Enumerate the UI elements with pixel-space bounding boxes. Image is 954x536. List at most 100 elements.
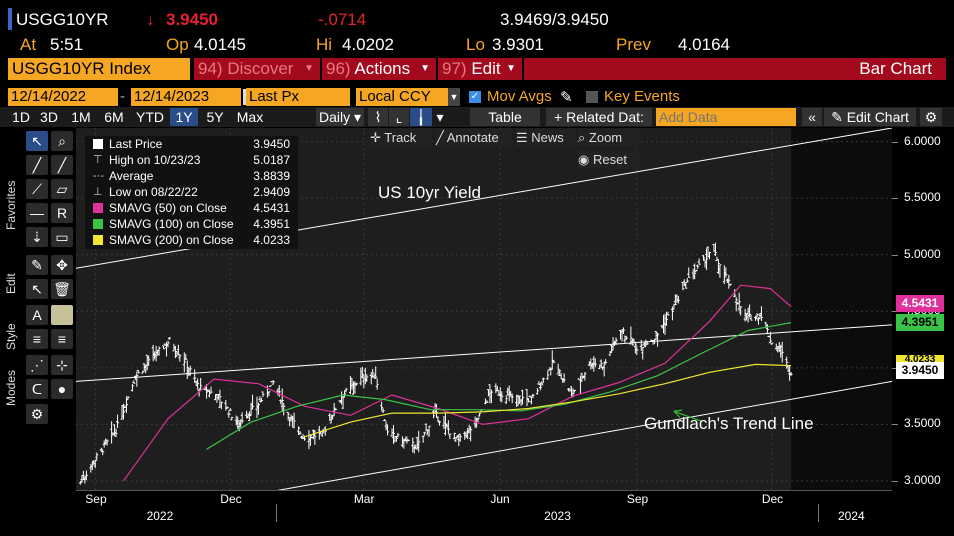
chevron-down-icon[interactable]: ▾ — [436, 109, 444, 125]
field-select[interactable]: Last Px — [246, 88, 350, 106]
horizontal-line-icon[interactable]: — — [26, 203, 48, 223]
gear-icon[interactable]: ⚙ — [920, 108, 942, 126]
legend-item[interactable]: SMAVG (200) on Close 4.0233 — [85, 232, 298, 248]
chart-legend: Last Price 3.9450 ⊤ High on 10/23/23 5.0187-… — [85, 136, 298, 249]
crosshair-icon[interactable]: ⊹ — [51, 355, 73, 375]
x-tick-label: Sep — [85, 492, 107, 506]
edit-menu[interactable]: 97) Edit ▼ — [438, 58, 522, 80]
discover-menu[interactable]: 94) Discover ▼ — [194, 58, 320, 80]
track-button[interactable]: ✛ Track — [370, 129, 432, 147]
legend-item[interactable]: Last Price 3.9450 — [85, 136, 298, 152]
chart-type-icon[interactable]: ⌞ — [389, 108, 409, 126]
period-max[interactable]: Max — [236, 109, 264, 125]
frequency-select[interactable]: Daily ▾ — [316, 108, 364, 126]
period-ytd[interactable]: YTD — [136, 109, 164, 125]
x-tick-label: Sep — [626, 492, 649, 506]
magnet-icon[interactable]: ᑕ — [26, 379, 48, 399]
pen-icon[interactable]: ✎ — [26, 255, 48, 275]
pointer-icon[interactable]: ↖ — [26, 131, 48, 151]
legend-item[interactable]: -·- Average 3.8839 — [85, 168, 298, 184]
actions-menu[interactable]: 96) Actions ▼ — [322, 58, 436, 80]
legend-item[interactable]: SMAVG (100) on Close 4.3951 — [85, 216, 298, 232]
legend-label: SMAVG (50) on Close — [109, 201, 227, 215]
edit-chart-label: Edit Chart — [846, 109, 909, 125]
favorites-tab[interactable]: Favorites — [4, 180, 18, 230]
pencil-icon[interactable]: ✎ — [560, 89, 573, 106]
edit-tab[interactable]: Edit — [4, 273, 18, 294]
quote-row: USGG10YR ↓ 3.9450 -.0714 3.9469/3.9450 — [0, 8, 954, 30]
line-style-icon[interactable]: ≡ — [26, 329, 48, 349]
last-price-tag: 3.9450 — [896, 362, 944, 379]
fib-tool-icon[interactable]: ⇣ — [26, 227, 48, 247]
x-tick-label: Dec — [220, 492, 242, 506]
line-width-icon[interactable]: ≡ — [51, 329, 73, 349]
gear-icon[interactable]: ⚙ — [26, 404, 48, 424]
legend-item[interactable]: ⊥ Low on 08/22/22 2.9409 — [85, 184, 298, 200]
frequency-label: Daily — [318, 109, 351, 125]
security-field[interactable]: USGG10YR Index — [8, 58, 190, 80]
trend-channel-line — [76, 324, 892, 382]
chevron-down-icon[interactable]: ▼ — [448, 88, 460, 106]
last-price: 3.9450 — [166, 10, 218, 29]
discover-number: 94) — [198, 59, 223, 78]
dotted-line-icon[interactable]: ⋰ — [26, 355, 48, 375]
retracement-icon[interactable]: R — [51, 203, 73, 223]
period-6m[interactable]: 6M — [104, 109, 124, 125]
modes-tab[interactable]: Modes — [4, 369, 18, 406]
period-1d[interactable]: 1D — [12, 109, 30, 125]
period-5y[interactable]: 5Y — [206, 109, 224, 125]
legend-swatch — [93, 219, 103, 229]
future-background — [791, 128, 892, 490]
annotate-button[interactable]: ╱ Annotate — [436, 129, 512, 147]
legend-item[interactable]: SMAVG (50) on Close 4.5431 — [85, 200, 298, 216]
news-button[interactable]: ☰ News — [516, 129, 576, 147]
mov-avgs-checkbox[interactable]: ✓ — [469, 91, 481, 103]
add-data-input[interactable] — [656, 108, 796, 126]
key-events-checkbox[interactable] — [586, 91, 598, 103]
net-change: -.0714 — [318, 10, 367, 29]
open-value: 4.0145 — [194, 35, 246, 54]
move-icon[interactable]: ✥ — [51, 255, 73, 275]
legend-value: 4.3951 — [253, 217, 290, 231]
drawing-tools-panel: Favorites Edit Style Modes ↖ ⌕ ╱ ╱ ⟋ ▱ —… — [0, 128, 76, 428]
zoom-icon[interactable]: ⌕ — [51, 131, 73, 151]
green-arrow-icon — [673, 410, 703, 422]
select-icon[interactable]: ↖ — [26, 279, 48, 299]
reset-button[interactable]: ◉ Reset — [578, 151, 640, 169]
year-separator — [276, 504, 278, 522]
style-tab[interactable]: Style — [4, 323, 18, 350]
trash-icon[interactable]: 🗑 — [51, 279, 73, 299]
palette-icon[interactable]: ● — [51, 379, 73, 399]
channel-tool-icon[interactable]: ▱ — [51, 179, 73, 199]
start-date-field[interactable]: 12/14/2022 — [8, 88, 118, 106]
sma100-tag: 4.3951 — [896, 314, 944, 331]
legend-value: 3.9450 — [253, 137, 290, 151]
menu-bar: USGG10YR Index 94) Discover ▼ 96) Action… — [0, 58, 954, 80]
related-data-button[interactable]: + Related Dat: — [546, 108, 652, 126]
bar-chart-icon[interactable]: ╽ — [410, 108, 432, 126]
chart-title-annotation: US 10yr Yield — [378, 183, 481, 202]
line-tool-icon[interactable]: ╱ — [26, 155, 48, 175]
collapse-icon[interactable]: « — [802, 108, 822, 126]
y-tick-mark — [892, 311, 898, 313]
trend-tool-icon[interactable]: ⟋ — [26, 179, 48, 199]
color-swatch-icon[interactable] — [51, 305, 73, 325]
ticker[interactable]: USGG10YR — [16, 10, 109, 29]
line-chart-icon[interactable]: ⌇ — [368, 108, 388, 126]
period-1m[interactable]: 1M — [71, 109, 91, 125]
table-button[interactable]: Table — [470, 108, 540, 126]
text-style-icon[interactable]: A — [26, 305, 48, 325]
legend-label: Low on 08/22/22 — [109, 185, 198, 199]
legend-item[interactable]: ⊤ High on 10/23/23 5.0187 — [85, 152, 298, 168]
currency-select[interactable]: Local CCY — [356, 88, 448, 106]
edit-chart-button[interactable]: ✎ Edit Chart — [824, 108, 916, 126]
discover-label: Discover — [227, 59, 294, 78]
end-date-field[interactable]: 12/14/2023 — [131, 88, 241, 106]
controls-row: 12/14/2022 - 12/14/2023 Last Px Local CC… — [0, 88, 954, 106]
chevron-down-icon: ▼ — [420, 63, 430, 74]
rectangle-icon[interactable]: ▭ — [51, 227, 73, 247]
ray-tool-icon[interactable]: ╱ — [51, 155, 73, 175]
period-3d[interactable]: 3D — [40, 109, 58, 125]
period-1y[interactable]: 1Y — [170, 108, 198, 126]
zoom-button[interactable]: ⌕ Zoom — [578, 129, 640, 147]
